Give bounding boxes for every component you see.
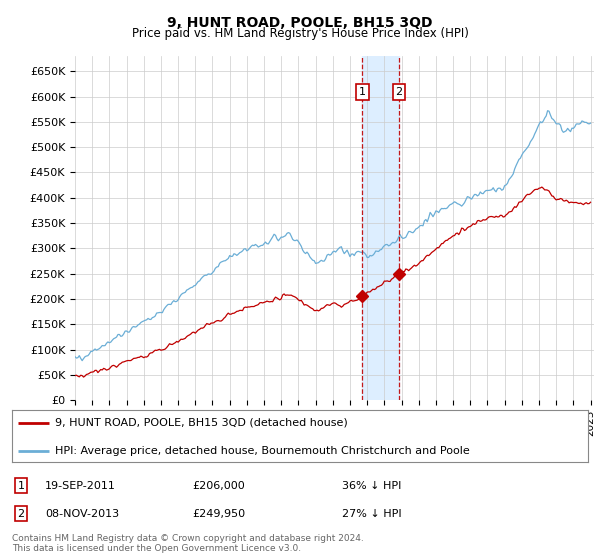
- Text: 1: 1: [17, 480, 25, 491]
- Text: 36% ↓ HPI: 36% ↓ HPI: [342, 480, 401, 491]
- Text: Contains HM Land Registry data © Crown copyright and database right 2024.
This d: Contains HM Land Registry data © Crown c…: [12, 534, 364, 553]
- Bar: [362, 56, 399, 400]
- Text: 19-SEP-2011: 19-SEP-2011: [45, 480, 116, 491]
- Text: 27% ↓ HPI: 27% ↓ HPI: [342, 508, 401, 519]
- Text: 2: 2: [17, 508, 25, 519]
- Text: £206,000: £206,000: [192, 480, 245, 491]
- Text: 9, HUNT ROAD, POOLE, BH15 3QD: 9, HUNT ROAD, POOLE, BH15 3QD: [167, 16, 433, 30]
- Text: Price paid vs. HM Land Registry's House Price Index (HPI): Price paid vs. HM Land Registry's House …: [131, 27, 469, 40]
- Text: 2: 2: [395, 87, 403, 97]
- Text: £249,950: £249,950: [192, 508, 245, 519]
- Text: 1: 1: [359, 87, 366, 97]
- Text: 9, HUNT ROAD, POOLE, BH15 3QD (detached house): 9, HUNT ROAD, POOLE, BH15 3QD (detached …: [55, 418, 348, 428]
- Text: HPI: Average price, detached house, Bournemouth Christchurch and Poole: HPI: Average price, detached house, Bour…: [55, 446, 470, 455]
- Text: 08-NOV-2013: 08-NOV-2013: [45, 508, 119, 519]
